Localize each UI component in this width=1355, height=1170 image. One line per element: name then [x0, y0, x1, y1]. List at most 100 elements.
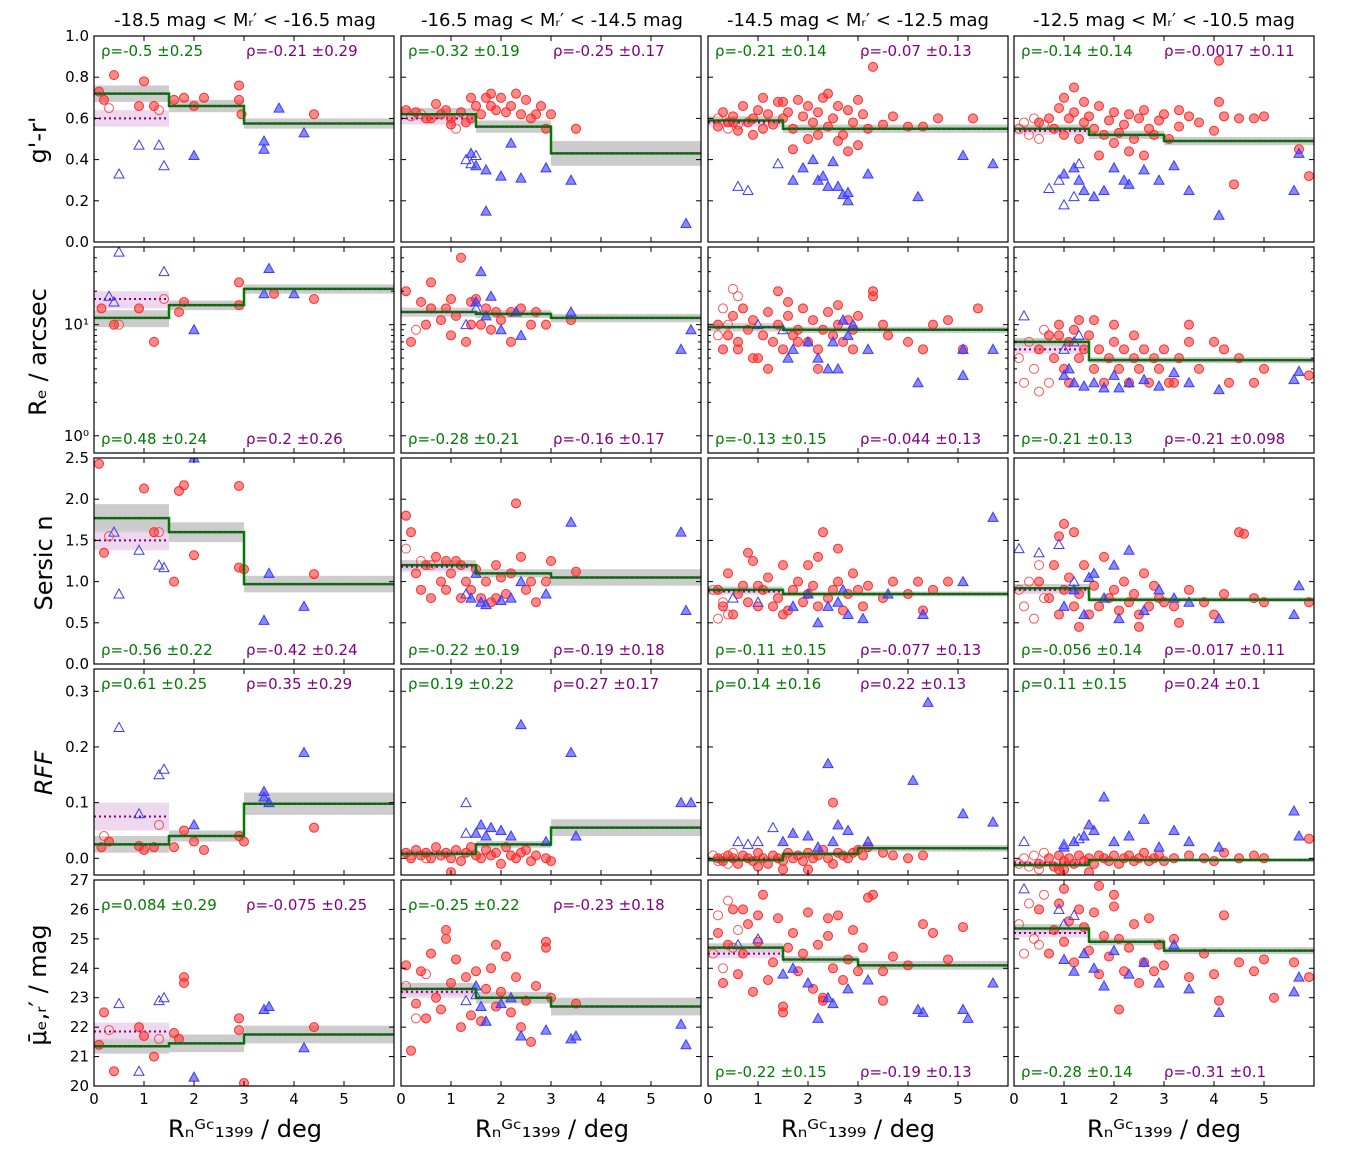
data-point-blue — [957, 149, 969, 160]
data-point-red — [1094, 150, 1104, 161]
panel-plot-area — [94, 458, 394, 625]
data-point-red — [828, 797, 838, 808]
data-point-red — [778, 560, 788, 571]
data-point-red — [868, 61, 878, 72]
data-point-blue-open — [158, 265, 170, 277]
y-tick-label: 10⁰ — [64, 427, 89, 445]
data-point-red — [738, 904, 748, 915]
data-point-red — [406, 527, 416, 538]
data-point-red — [541, 576, 551, 587]
row-label: μ̄ₑ,ᵣ′ / mag — [24, 924, 52, 1045]
data-point-red — [903, 853, 913, 864]
data-point-blue — [258, 614, 270, 625]
x-tick-label: 0 — [703, 1090, 713, 1108]
data-point-red — [1049, 560, 1059, 571]
y-tick-label: 23 — [70, 989, 89, 1007]
data-point-red — [1249, 593, 1259, 604]
rho-purple-label: ρ=0.22 ±0.13 — [860, 675, 966, 693]
data-point-red — [451, 954, 461, 965]
data-point-red — [1169, 853, 1179, 864]
data-point-red — [1054, 609, 1064, 620]
data-point-red — [1169, 377, 1179, 388]
data-point-red — [1034, 344, 1044, 355]
data-point-blue — [987, 976, 999, 988]
data-point-red — [571, 566, 581, 577]
data-point-blue — [1168, 159, 1180, 171]
panel-plot-area — [1014, 791, 1314, 875]
data-point-red-open — [1029, 850, 1039, 861]
data-point-red-open — [1034, 386, 1044, 397]
data-point-red-open — [728, 283, 738, 294]
data-point-blue — [1138, 604, 1150, 615]
data-point-red — [778, 864, 788, 875]
data-point-blue — [1088, 376, 1100, 388]
data-point-blue — [188, 323, 200, 335]
data-point-blue — [675, 796, 687, 808]
y-tick-label: 0.6 — [65, 109, 89, 127]
data-point-red — [1059, 518, 1069, 529]
data-point-red — [269, 288, 279, 299]
panel-frame — [93, 246, 395, 454]
rho-green-label: ρ=-0.22 ±0.15 — [715, 1063, 827, 1081]
purple-error-band — [94, 802, 169, 831]
data-point-red — [1099, 930, 1109, 941]
data-point-blue — [812, 352, 824, 363]
data-point-blue — [837, 314, 849, 325]
data-point-red — [843, 105, 853, 116]
data-point-blue-open — [772, 157, 784, 169]
data-point-red — [1184, 972, 1194, 983]
data-point-red — [863, 580, 873, 591]
data-point-blue-open — [460, 827, 472, 838]
data-point-red — [1044, 853, 1054, 864]
data-point-blue — [917, 608, 929, 620]
data-point-red — [461, 972, 471, 983]
x-axis-label: Rₙᴳᶜ₁₃₉₉ / deg — [781, 1115, 935, 1143]
data-point-red — [783, 310, 793, 321]
data-point-red — [546, 109, 556, 120]
data-point-blue — [817, 170, 829, 181]
data-point-blue — [832, 180, 844, 191]
panel-plot-area — [708, 511, 1008, 628]
data-point-red — [858, 109, 868, 120]
data-point-red — [309, 822, 319, 833]
panel: ρ=-0.21 ±0.13 ρ=-0.21 ±0.098 — [1013, 246, 1315, 454]
data-point-red — [1089, 315, 1099, 326]
panel-plot-area — [94, 721, 394, 855]
data-point-blue — [263, 567, 275, 578]
data-point-blue — [188, 149, 200, 160]
data-point-blue — [1123, 829, 1135, 841]
data-point-red — [1089, 580, 1099, 591]
data-point-red — [1174, 121, 1184, 132]
data-point-red — [1174, 105, 1184, 116]
data-point-red — [446, 568, 456, 579]
data-point-blue-open — [752, 596, 764, 607]
data-point-blue — [540, 587, 552, 599]
data-point-red — [431, 992, 441, 1003]
data-point-red — [94, 1039, 104, 1050]
x-tick-label: 1 — [446, 1090, 456, 1108]
data-point-blue — [1078, 380, 1090, 391]
data-point-red — [1134, 113, 1144, 124]
data-point-red — [853, 140, 863, 151]
data-point-red — [1034, 904, 1044, 915]
data-point-red — [174, 307, 184, 318]
green-median-step — [1014, 586, 1314, 601]
data-point-red — [531, 980, 541, 991]
data-point-red-open — [713, 613, 723, 624]
data-point-blue — [1213, 209, 1225, 220]
data-point-blue — [258, 791, 270, 802]
data-point-blue-open — [1073, 157, 1085, 169]
data-point-blue — [1108, 559, 1120, 570]
data-point-red — [763, 363, 773, 374]
y-tick-label: 2.5 — [65, 449, 89, 467]
rho-green-label: ρ=-0.28 ±0.14 — [1021, 1063, 1133, 1081]
row-label: Rₑ / arcsec — [24, 288, 52, 416]
data-point-red — [109, 1066, 119, 1077]
green-median-step — [1014, 858, 1314, 867]
rho-purple-label: ρ=0.35 ±0.29 — [246, 675, 352, 693]
data-point-red — [461, 336, 471, 347]
data-point-red-open — [1039, 847, 1049, 858]
data-point-blue — [1138, 956, 1150, 967]
data-point-blue — [1153, 976, 1165, 988]
x-axis-labels: Rₙᴳᶜ₁₃₉₉ / deg Rₙᴳᶜ₁₃₉₉ / deg Rₙᴳᶜ₁₃₉₉ /… — [168, 1115, 1241, 1143]
